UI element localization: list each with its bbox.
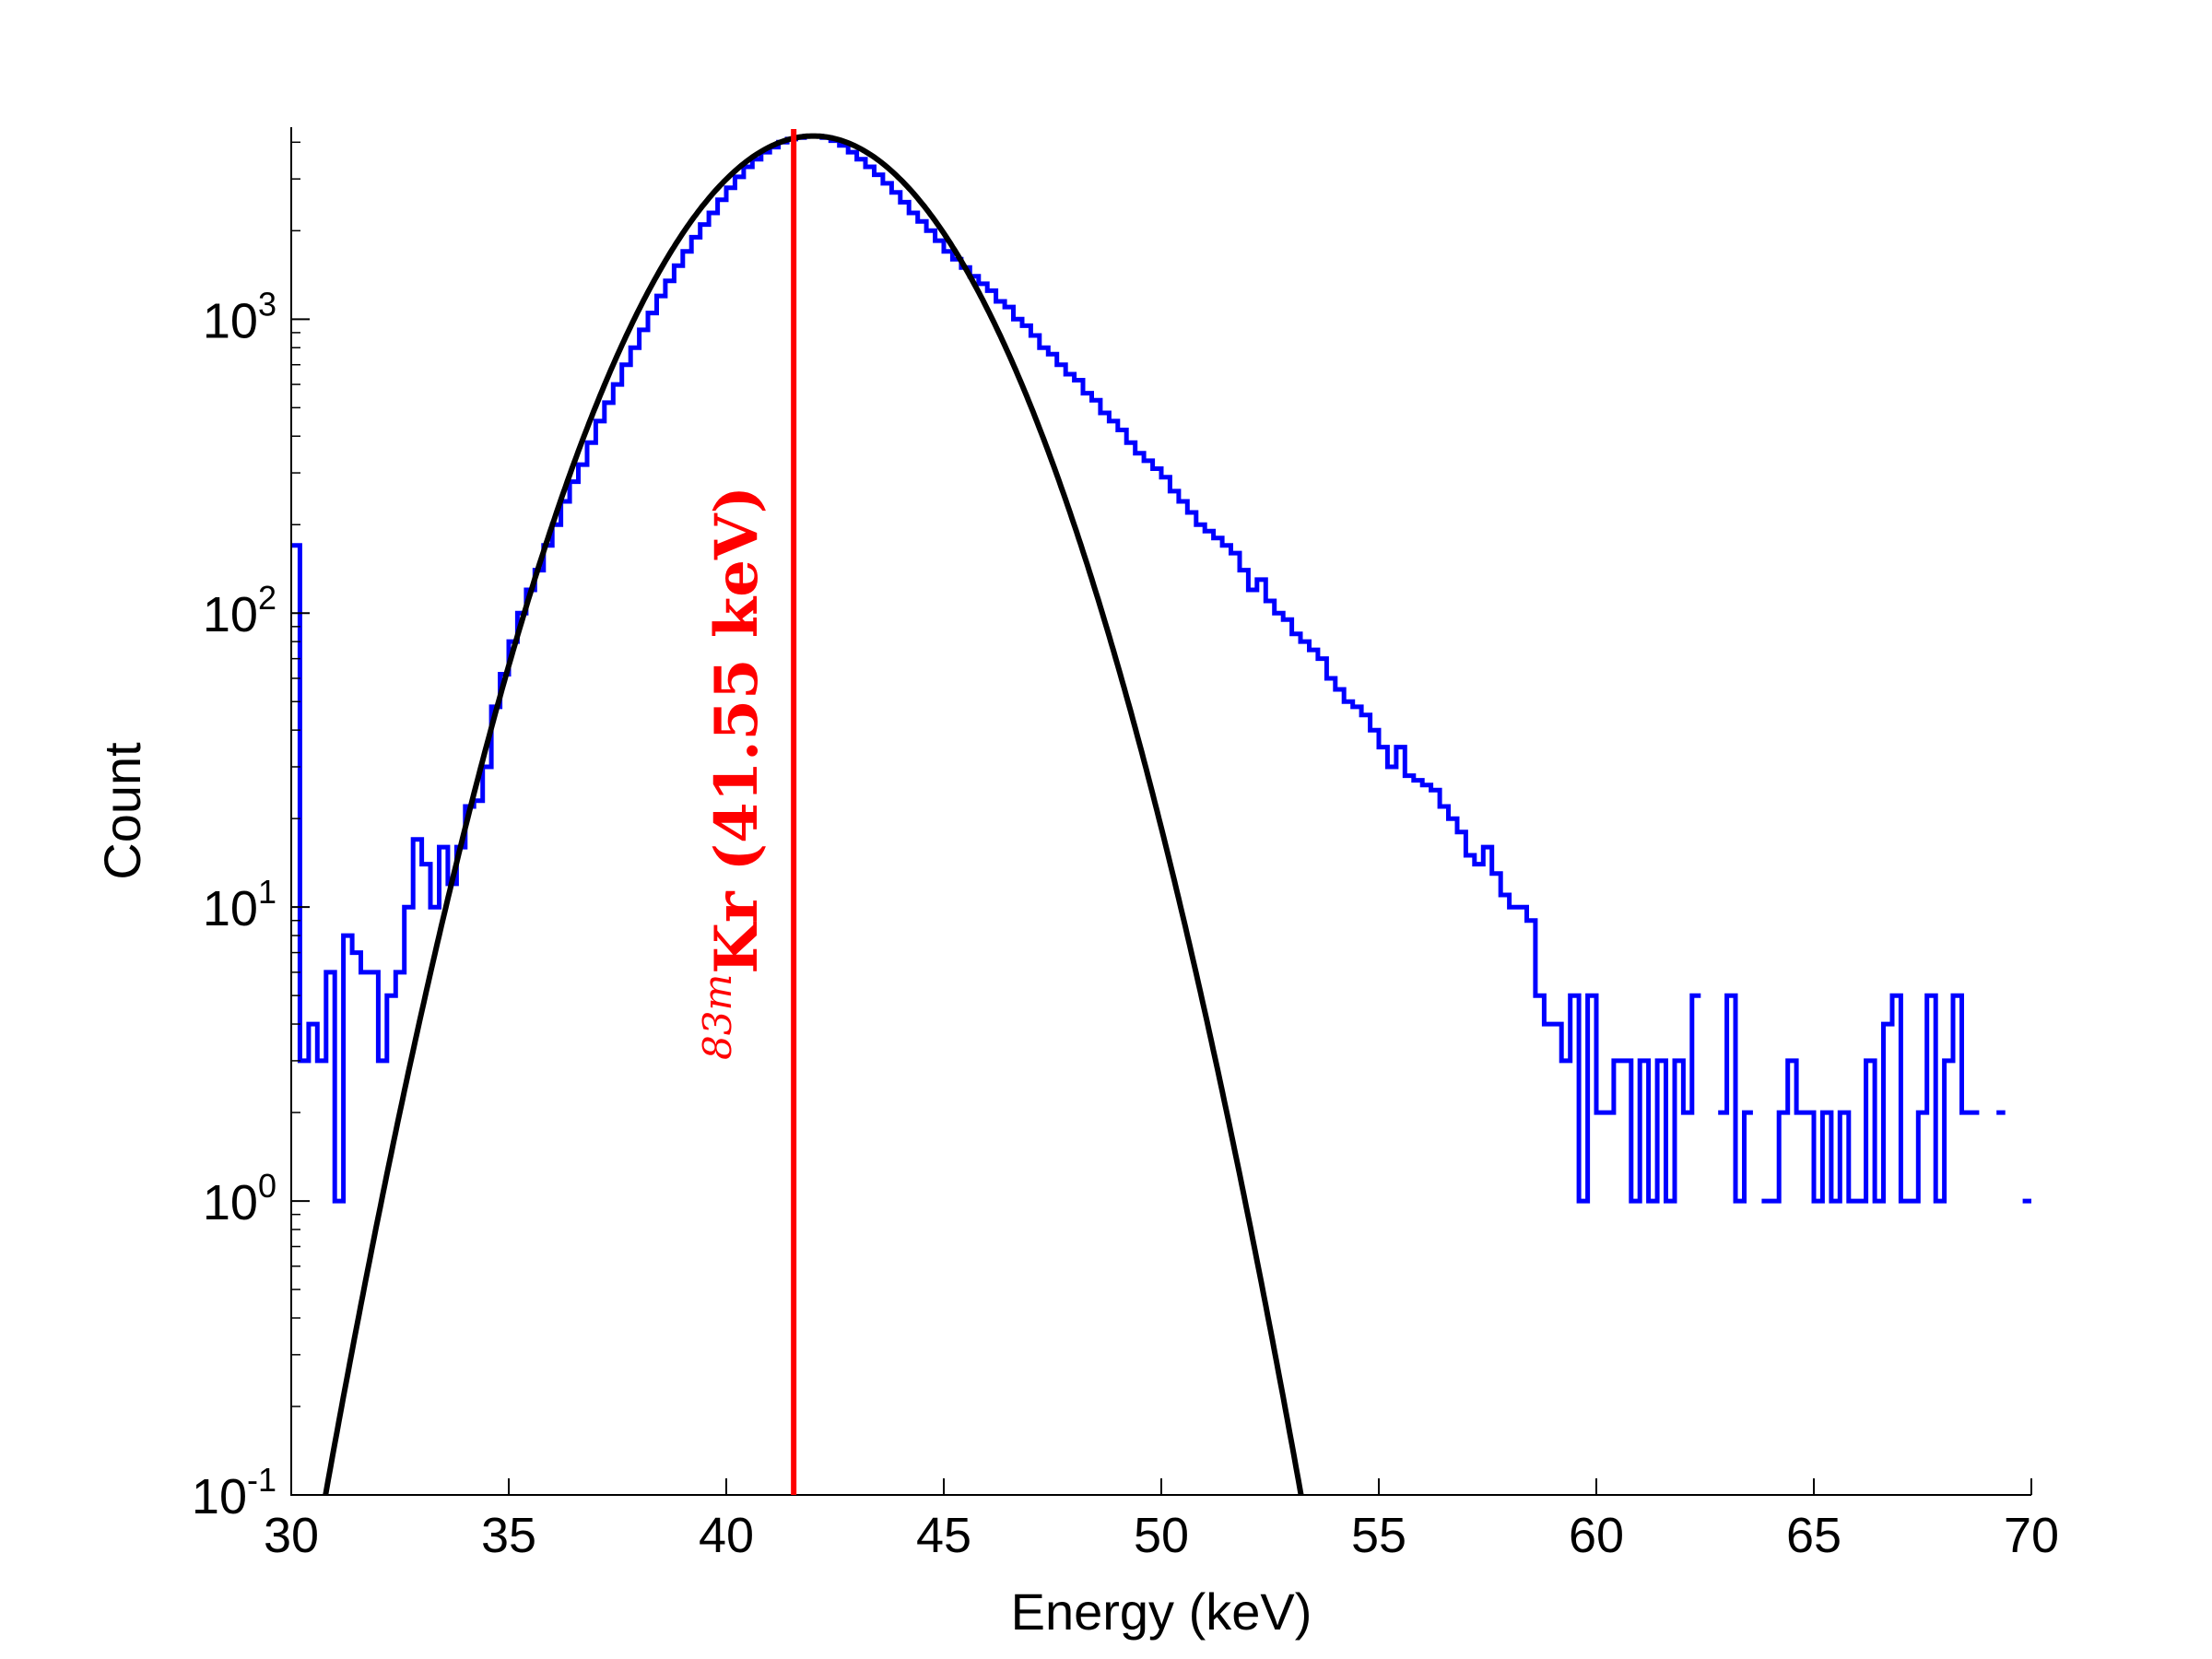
y-axis-label: Count (93, 742, 151, 880)
y-tick-label: 101 (203, 873, 276, 936)
x-tick-label: 35 (481, 1508, 536, 1563)
annotation-superscript: 83m (695, 974, 740, 1060)
histogram-series (291, 134, 2031, 1204)
y-tick-label: 102 (203, 579, 276, 642)
gaussian-fit-curve (323, 133, 1304, 1495)
x-tick-label: 45 (916, 1508, 971, 1563)
x-tick-label: 60 (1569, 1508, 1624, 1563)
x-axis-label: Energy (keV) (1011, 1583, 1312, 1641)
y-tick-label: 100 (203, 1167, 276, 1230)
x-tick-label: 50 (1134, 1508, 1189, 1563)
y-tick-label: 10-1 (192, 1461, 276, 1524)
annotation-label: Kr (41.55 keV) (702, 486, 771, 974)
peak-annotation: 83mKr (41.55 keV) (695, 486, 771, 1060)
axis-ticks (290, 141, 2032, 1496)
tick-labels: 30 35 40 45 50 55 60 65 70 10-1 100 101 102 103 (192, 285, 2059, 1563)
x-tick-label: 30 (264, 1508, 319, 1563)
y-tick-label: 103 (203, 285, 276, 348)
x-tick-label: 55 (1351, 1508, 1406, 1563)
x-tick-label: 70 (2004, 1508, 2059, 1563)
plot-area (291, 133, 2031, 1495)
x-tick-label: 65 (1786, 1508, 1841, 1563)
x-tick-label: 40 (699, 1508, 754, 1563)
